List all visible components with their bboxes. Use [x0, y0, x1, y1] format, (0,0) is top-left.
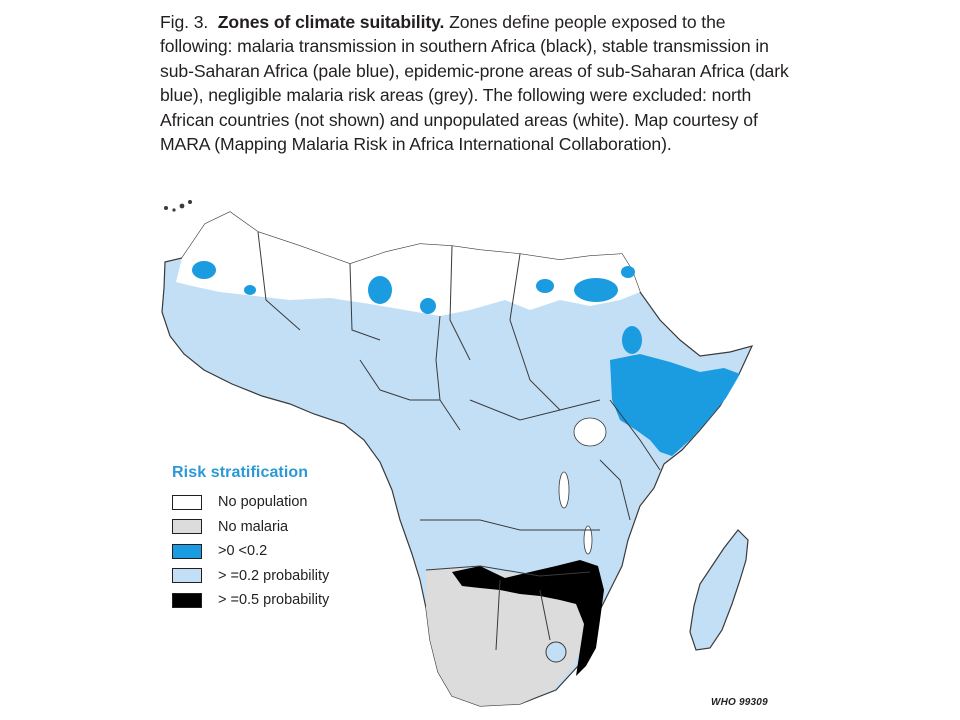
figure-title: Zones of climate suitability. — [217, 12, 445, 32]
region-epidemic-horn — [610, 354, 740, 456]
legend-label: No population — [218, 494, 308, 511]
legend-swatch-black — [172, 592, 202, 608]
legend-label: >0 <0.2 — [218, 543, 268, 560]
legend-swatch-grey — [172, 519, 202, 535]
legend-item-no-population: No population — [172, 490, 402, 515]
legend-swatch-pale-blue — [172, 568, 202, 584]
legend-swatch-dark-blue — [172, 543, 202, 559]
region-madagascar — [689, 529, 749, 651]
legend-label: > =0.5 probability — [218, 592, 330, 609]
image-credit: WHO 99309 — [711, 697, 768, 708]
figure-label: Fig. 3. — [160, 12, 209, 32]
cape-verde-islands — [164, 200, 192, 212]
legend-label: No malaria — [218, 518, 289, 535]
figure-caption: Fig. 3. Zones of climate suitability. Zo… — [160, 10, 800, 156]
lesotho — [545, 641, 567, 663]
legend-item-epidemic: >0 <0.2 — [172, 539, 402, 564]
region-no-population-north — [176, 212, 640, 316]
legend-item-high: > =0.5 probability — [172, 588, 402, 613]
legend-title: Risk stratification — [172, 464, 309, 481]
map-legend: Risk stratification No population No mal… — [172, 464, 402, 613]
lakes — [558, 417, 607, 555]
region-no-malaria-south — [426, 568, 590, 706]
legend-swatch-white — [172, 494, 202, 510]
legend-item-stable: > =0.2 probability — [172, 564, 402, 589]
figure-description: Zones define people exposed to the follo… — [160, 12, 789, 155]
region-high-transmission — [452, 560, 604, 676]
legend-item-no-malaria: No malaria — [172, 515, 402, 540]
legend-label: > =0.2 probability — [218, 567, 330, 584]
epidemic-patches-north — [192, 261, 642, 354]
country-borders — [257, 231, 661, 651]
